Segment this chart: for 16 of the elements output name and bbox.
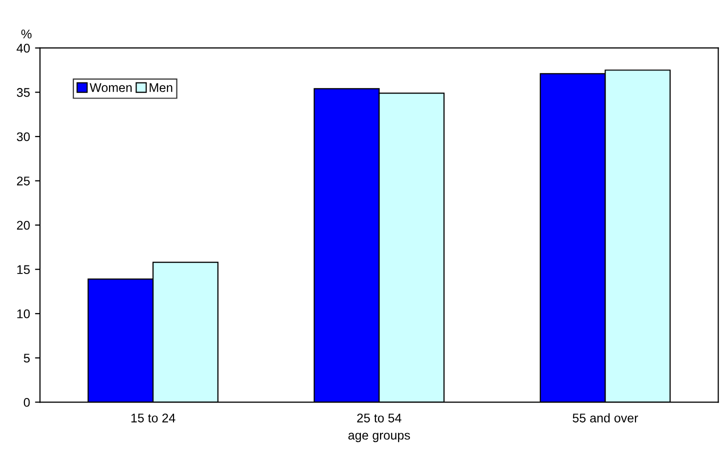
legend-label: Women: [90, 83, 132, 92]
y-tick-label: 10: [17, 309, 30, 318]
y-tick-label: 25: [16, 176, 30, 186]
x-tick-label: 25 to 54: [357, 414, 402, 422]
y-tick-label: 30: [16, 132, 30, 142]
y-tick-label: 40: [16, 44, 30, 53]
y-axis-title: %: [21, 30, 32, 38]
y-tick-label: 5: [24, 354, 30, 363]
x-axis-title: age groups: [348, 432, 410, 442]
x-tick-label: 15 to 24: [131, 414, 176, 422]
y-tick-label: 20: [16, 220, 30, 230]
y-tick-label: 35: [16, 88, 30, 97]
legend-label: Men: [150, 83, 172, 92]
y-tick-label: 15: [17, 265, 30, 274]
x-tick-label: 55 and over: [572, 413, 638, 422]
y-tick-label: 0: [24, 398, 30, 407]
